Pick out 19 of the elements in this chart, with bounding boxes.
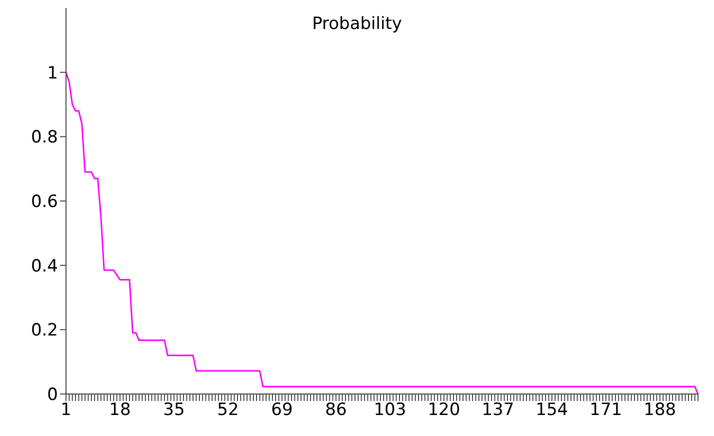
x-tick-label: 52 [217,400,239,420]
y-tick-label: 0.6 [30,192,58,212]
x-tick-label: 86 [325,400,347,420]
x-tick-label: 120 [428,400,460,420]
x-tick-label: 137 [482,400,514,420]
y-tick-label: 0.4 [30,256,58,276]
x-tick-label: 171 [590,400,622,420]
chart-title: Probability [312,14,402,34]
y-tick-label: 0.2 [30,320,58,341]
x-tick-label: 154 [536,400,568,420]
y-tick-label: 1 [47,63,58,84]
x-tick-label: 1 [60,400,72,420]
x-tick-label: 69 [271,400,293,420]
y-tick-label: 0.8 [30,128,58,148]
x-tick-label: 35 [163,400,185,420]
x-tick-label: 103 [374,400,406,420]
x-tick-label: 188 [644,400,676,420]
x-tick-label: 18 [109,400,131,420]
y-tick-label: 0 [47,385,58,406]
